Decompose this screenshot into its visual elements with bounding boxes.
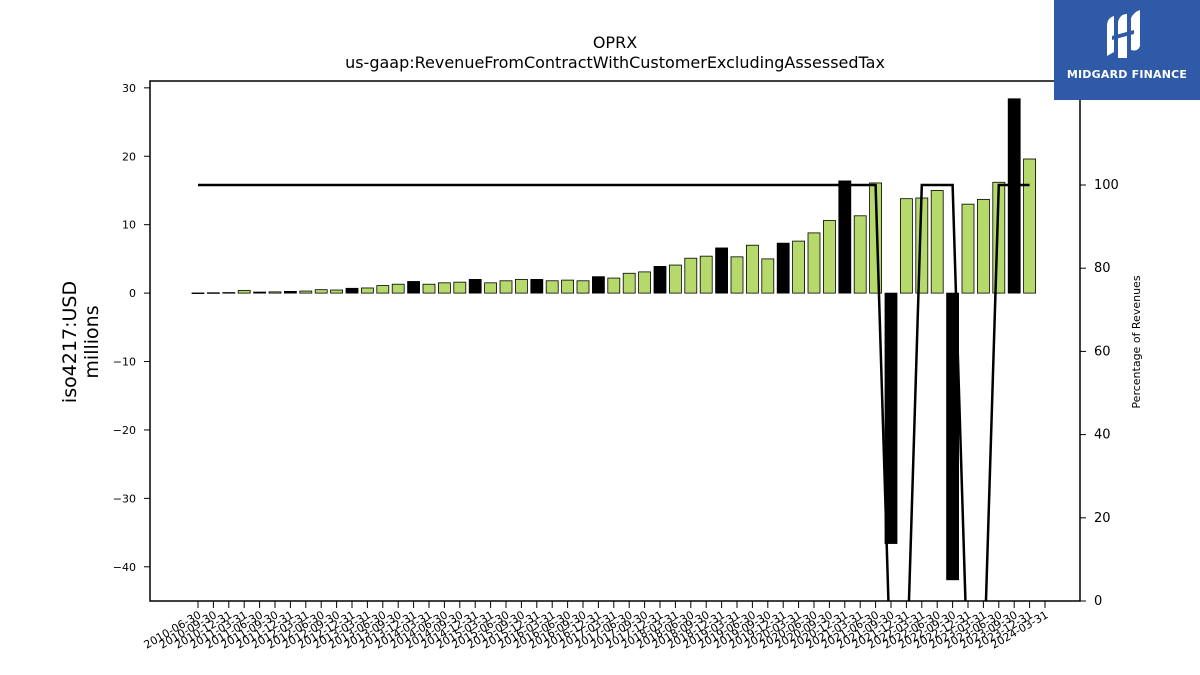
bar-2019-03-31 [730,256,744,294]
bar-2015-03-31 [484,282,498,294]
bar-2019-12-31 [776,242,790,294]
y2-tick-label: 40 [1094,428,1111,443]
chart-subtitle: us-gaap:RevenueFromContractWithCustomerE… [345,53,885,72]
bar-2019-09-30 [761,258,775,294]
logo-text: MIDGARD FINANCE [1066,68,1188,81]
bar-2021-03-31 [853,215,867,294]
bar-2013-06-30 [376,285,390,294]
bar-2023-12-31 [1023,158,1036,294]
bar-2014-12-31 [468,279,482,294]
y-axis-unit: millions [81,305,103,378]
bar-2013-09-30 [391,283,405,294]
bar-2021-09-30 [884,292,898,544]
y-tick-label: −40 [113,561,136,574]
bar-2017-12-31 [653,266,667,294]
bar-2018-03-31 [669,264,682,294]
bar-2011-12-31 [283,290,297,294]
y-tick-label: 0 [129,287,136,300]
bar-2015-12-31 [530,279,544,294]
bar-2019-06-30 [746,244,759,294]
logo: MIDGARD FINANCE [1054,0,1200,100]
y-tick-label: 30 [122,82,136,95]
y-tick-label: −20 [113,424,136,437]
series-line-percentage [198,183,1030,601]
bar-2011-06-30 [253,291,267,294]
bar-2016-06-30 [561,279,574,294]
bar-2012-06-30 [314,289,328,294]
bar-2010-06-30 [191,292,205,294]
y2-axis-label: Percentage of Revenues [1130,275,1143,408]
bar-2023-03-31 [977,198,990,294]
bar-2020-12-31 [838,180,852,294]
bar-2014-06-30 [437,282,451,294]
bar-2020-03-31 [792,240,805,294]
bar-2020-09-30 [823,220,836,294]
chart-title: OPRX [593,33,637,52]
bar-2012-03-31 [299,290,313,294]
y-tick-label: 20 [122,150,136,163]
bar-2021-12-31 [900,198,913,294]
bar-2013-12-31 [407,281,421,294]
y-tick-label: −10 [113,356,136,369]
y2-tick-label: 20 [1094,511,1111,526]
bar-2012-12-31 [345,287,359,294]
bar-2016-09-30 [576,280,590,294]
y2-tick-label: 100 [1094,178,1119,193]
bar-2018-12-31 [715,247,728,294]
logo-mark-icon [1107,10,1140,58]
bar-2012-09-30 [330,289,344,294]
bar-2018-09-30 [699,255,713,294]
y-tick-label: −30 [113,492,136,505]
bar-2014-03-31 [422,283,436,294]
y2-tick-label: 60 [1094,344,1111,359]
y2-tick-label: 80 [1094,261,1111,276]
bar-2014-09-30 [453,281,467,294]
plot-frame [149,80,1081,602]
bar-2011-09-30 [268,291,282,294]
bar-2016-12-31 [592,276,605,294]
bar-2011-03-31 [237,289,251,294]
bar-2017-03-31 [607,277,621,294]
y-axis-label: iso4217:USD [59,281,81,403]
bar-2022-06-30 [930,190,944,294]
bar-2018-06-30 [684,257,698,294]
bar-2017-09-30 [638,271,651,294]
bar-2013-03-31 [360,287,374,294]
bar-2020-06-30 [807,232,821,294]
bar-2017-06-30 [622,272,636,294]
y-tick-label: 10 [122,219,136,232]
bar-2022-12-31 [961,203,975,294]
bar-2015-06-30 [499,280,513,294]
bar-2023-09-30 [1007,98,1021,294]
y2-tick-label: 0 [1094,594,1102,609]
bar-2015-09-30 [515,279,528,294]
bar-2010-12-31 [222,292,236,294]
bar-2022-09-30 [946,292,959,581]
bar-2010-09-30 [206,292,220,294]
bar-2016-03-31 [545,280,559,294]
